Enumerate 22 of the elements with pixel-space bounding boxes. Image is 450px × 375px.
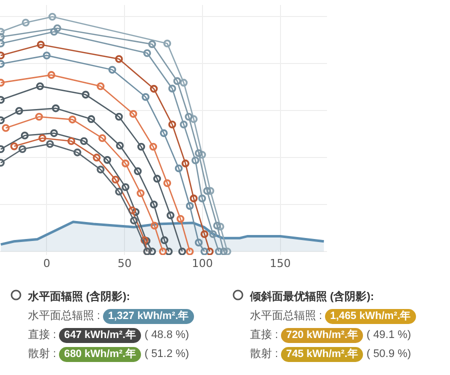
text: 680 kWh/m².年: [59, 347, 142, 362]
text: 647 kWh/m².年: [59, 328, 142, 343]
text: 水平面总辐照 :: [250, 310, 322, 322]
text: 散射 :: [28, 348, 56, 360]
text: 720 kWh/m².年: [281, 328, 364, 343]
text: 水平面总辐照 :: [28, 310, 100, 322]
text: 水平面辐照 (含阴影):: [28, 291, 130, 303]
text: 直接 :: [28, 329, 56, 341]
text: ( 49.1 %): [366, 329, 412, 341]
text: ( 50.9 %): [366, 348, 412, 360]
text: 散射 :: [250, 348, 278, 360]
x-tick-label: 50: [118, 257, 132, 270]
text: 1,465 kWh/m².年: [325, 309, 416, 324]
x-tick-label: 150: [270, 257, 291, 270]
text: 1,327 kWh/m².年: [103, 309, 194, 324]
x-tick-label: 0: [43, 257, 50, 270]
text: ( 51.2 %): [144, 348, 190, 360]
text: 745 kWh/m².年: [281, 347, 364, 362]
text: 直接 :: [250, 329, 278, 341]
text: 倾斜面最优辐照 (含阴影):: [250, 291, 374, 303]
x-tick-label: 100: [192, 257, 213, 270]
text: ( 48.8 %): [144, 329, 190, 341]
